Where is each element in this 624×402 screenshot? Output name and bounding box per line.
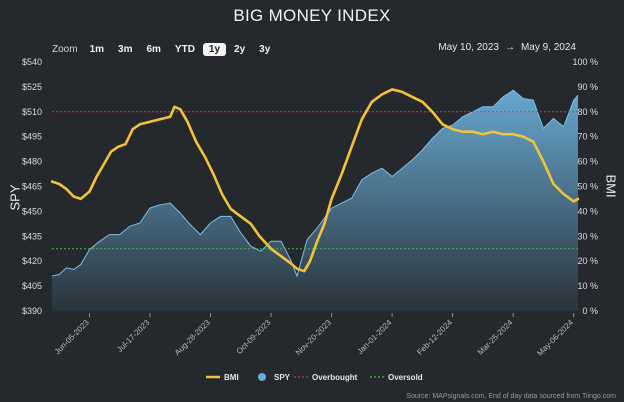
- zoom-ytd-button[interactable]: YTD: [174, 43, 195, 55]
- chart-title: BIG MONEY INDEX: [233, 6, 391, 25]
- legend: BMI SPY Overbought Oversold: [206, 373, 423, 382]
- legend-swatch: [258, 373, 266, 381]
- zoom-1y-button[interactable]: 1y: [202, 42, 227, 56]
- legend-item-oversold[interactable]: Oversold: [370, 373, 423, 382]
- date-range-to[interactable]: May 9, 2024: [520, 42, 576, 53]
- y-tick-left: $435: [22, 231, 42, 241]
- y-tick-left: $450: [22, 206, 42, 216]
- bmi-line: [50, 88, 580, 273]
- x-tick-label: May-06-2024: [535, 318, 575, 358]
- spy-area: [52, 90, 578, 311]
- y-tick-left: $510: [22, 107, 42, 117]
- y-tick-left: $465: [22, 182, 42, 192]
- x-tick-label: Oct-09-2023: [235, 318, 273, 356]
- zoom-2y-button[interactable]: 2y: [234, 43, 246, 55]
- zoom-3y-button[interactable]: 3y: [259, 43, 271, 55]
- zoom-1m-button[interactable]: 1m: [89, 43, 105, 55]
- y-tick-left: $480: [22, 157, 42, 167]
- legend-item-bmi[interactable]: BMI: [206, 373, 239, 382]
- legend-label: Overbought: [312, 373, 358, 382]
- x-tick-label: Jul-17-2023: [115, 318, 152, 355]
- zoom-6m-button[interactable]: 6m: [146, 43, 161, 55]
- y-tick-left: $525: [22, 82, 42, 92]
- x-tick-label: Nov-20-2023: [294, 318, 333, 357]
- zoom-label: Zoom: [52, 43, 78, 55]
- legend-item-spy[interactable]: SPY: [258, 373, 291, 382]
- legend-item-overbought[interactable]: Overbought: [294, 373, 358, 382]
- spy-line: [51, 89, 579, 278]
- y-tick-right: 70 %: [577, 132, 598, 142]
- zoom-controls: Zoom 1m 3m 6m YTD 1y 2y 3y: [52, 42, 276, 56]
- x-tick-label: Jun-05-2023: [53, 318, 92, 357]
- date-range-from[interactable]: May 10, 2023: [438, 42, 499, 53]
- legend-label: Oversold: [388, 373, 423, 382]
- y-tick-right: 20 %: [577, 256, 598, 266]
- y-tick-right: 80 %: [577, 107, 598, 117]
- y-tick-right: 60 %: [577, 157, 598, 167]
- y-tick-right: 30 %: [577, 231, 598, 241]
- arrow-right-icon: →: [504, 42, 515, 53]
- y-tick-left: $540: [22, 57, 42, 67]
- y-tick-left: $405: [22, 281, 42, 291]
- legend-label: SPY: [274, 373, 291, 382]
- x-tick-label: Feb-12-2024: [415, 318, 454, 357]
- y-tick-right: 10 %: [577, 281, 598, 291]
- y-tick-left: $495: [22, 132, 42, 142]
- y-tick-right: 100 %: [572, 57, 598, 67]
- x-tick-label: Jan-01-2024: [355, 318, 394, 357]
- source-footer: Source: MAPsignals.com, End of day data …: [406, 393, 616, 400]
- zoom-3m-button[interactable]: 3m: [118, 43, 133, 55]
- x-tick-label: Aug-28-2023: [173, 318, 212, 357]
- legend-label: BMI: [224, 373, 239, 382]
- y-tick-left: $390: [22, 306, 42, 316]
- y-tick-left: $420: [22, 256, 42, 266]
- y-tick-right: 90 %: [577, 82, 598, 92]
- y-tick-right: 50 %: [577, 182, 598, 192]
- date-range: May 10, 2023 → May 9, 2024: [438, 42, 576, 53]
- x-tick-label: Mar-25-2024: [476, 318, 515, 357]
- y-tick-right: 0 %: [582, 306, 598, 316]
- y-tick-right: 40 %: [577, 206, 598, 216]
